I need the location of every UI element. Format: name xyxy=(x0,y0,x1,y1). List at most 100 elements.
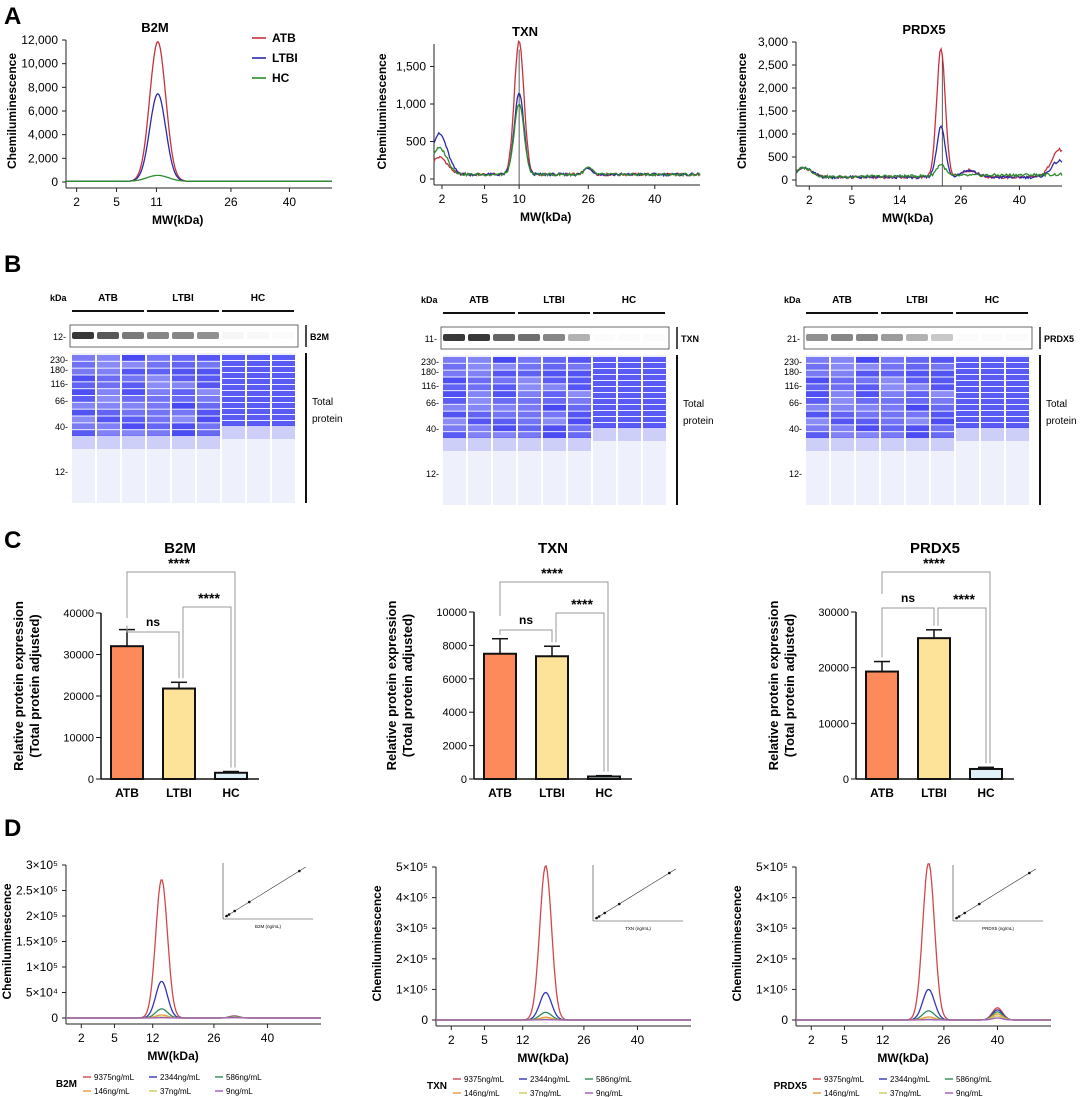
y-tick-label: 1×10⁵ xyxy=(26,960,58,974)
chart-title: PRDX5 xyxy=(902,22,945,37)
protein-band xyxy=(222,397,245,402)
x-tick-label: 2 xyxy=(439,192,446,206)
protein-band-faint xyxy=(881,437,904,451)
protein-band xyxy=(956,399,979,404)
protein-band xyxy=(197,361,220,368)
protein-band xyxy=(172,375,195,382)
series-line-2344ng/mL xyxy=(66,980,321,1019)
y-tick-label: 10,000 xyxy=(21,57,58,71)
protein-band xyxy=(931,411,954,418)
protein-band xyxy=(906,425,929,432)
y-tick-label: 0 xyxy=(781,1013,788,1027)
gel-B2M: kDa ATB LTBI HC 12- B2M 230-180- 116- 66- 40- 12- T… xyxy=(50,293,343,503)
protein-band xyxy=(568,377,591,384)
protein-band xyxy=(931,384,954,391)
protein-band xyxy=(493,398,516,404)
protein-band xyxy=(831,363,854,370)
protein-band xyxy=(97,355,120,361)
protein-band-faint xyxy=(806,437,829,451)
protein-band xyxy=(147,416,170,423)
target-name-label: PRDX5 xyxy=(1044,334,1074,344)
protein-band xyxy=(543,370,566,377)
y-tick-label: 0 xyxy=(51,175,58,189)
protein-band xyxy=(831,357,854,363)
protein-band xyxy=(906,411,929,418)
y-tick-label: 6,000 xyxy=(28,104,58,118)
x-tick-label: 12 xyxy=(516,1033,530,1047)
x-tick-label: 2 xyxy=(78,1031,85,1045)
legend-label-HC: HC xyxy=(272,71,290,85)
protein-band xyxy=(172,368,195,375)
protein-band xyxy=(122,368,145,375)
protein-band xyxy=(518,432,541,438)
total-protein-label: Total xyxy=(1046,399,1067,410)
x-tick-label: HC xyxy=(595,786,613,800)
inset-point xyxy=(617,902,621,906)
protein-band xyxy=(568,425,591,432)
protein-band xyxy=(856,370,879,377)
y-axis-label: Chemiluminescence xyxy=(0,883,14,999)
protein-band xyxy=(981,405,1004,410)
legend-label: 9375ng/mL xyxy=(94,1073,135,1082)
target-band xyxy=(247,332,269,339)
x-tick-label: 5 xyxy=(849,193,856,207)
x-tick-label: HC xyxy=(977,786,995,800)
total-protein-label: Total xyxy=(312,397,333,408)
sig-bracket-ns xyxy=(126,625,180,679)
protein-band xyxy=(881,418,904,425)
protein-band xyxy=(593,381,616,386)
protein-band xyxy=(72,402,95,409)
protein-band xyxy=(97,423,120,430)
protein-band-faint xyxy=(272,425,295,439)
protein-band xyxy=(643,369,666,374)
protein-band xyxy=(122,430,145,436)
x-tick-label: 2 xyxy=(808,1033,815,1047)
protein-band xyxy=(543,418,566,425)
protein-band xyxy=(172,355,195,361)
legend-label: 146ng/mL xyxy=(464,1089,500,1097)
inset-standard-curve-PRDX5: PRDX5 (ng/mL) xyxy=(952,865,1043,931)
protein-band xyxy=(931,363,954,370)
total-protein-label: protein xyxy=(683,416,714,427)
protein-band xyxy=(468,418,491,425)
series-line-2344ng/mL xyxy=(436,991,691,1021)
bar-ATB xyxy=(483,652,517,780)
x-axis-label: MW(kDa) xyxy=(152,213,203,227)
protein-band xyxy=(518,404,541,411)
protein-band xyxy=(272,379,295,384)
protein-band xyxy=(831,425,854,432)
y-tick-label: 10000 xyxy=(436,607,467,619)
x-tick-label: 12 xyxy=(146,1031,160,1045)
protein-band xyxy=(493,363,516,370)
protein-band xyxy=(568,404,591,411)
protein-band xyxy=(122,409,145,416)
protein-band xyxy=(247,421,270,426)
protein-band xyxy=(881,370,904,377)
legend-label: 37ng/mL xyxy=(890,1089,922,1097)
gel-group-label-HC: HC xyxy=(251,293,265,304)
bar-ATB xyxy=(110,645,144,781)
protein-band xyxy=(931,377,954,384)
total-protein-label: protein xyxy=(1046,416,1077,427)
protein-band xyxy=(172,430,195,436)
target-band xyxy=(147,332,169,339)
chart-title: PRDX5 xyxy=(910,540,960,557)
protein-lane-bg xyxy=(1006,355,1029,505)
inset-point xyxy=(603,911,606,915)
protein-band xyxy=(197,382,220,389)
y-axis-label: Relative protein expression xyxy=(766,601,781,771)
protein-band xyxy=(518,418,541,425)
legend-label: 586ng/mL xyxy=(596,1075,632,1084)
panel-label-c: C xyxy=(4,527,21,554)
protein-band-faint xyxy=(72,435,95,449)
protein-band xyxy=(147,368,170,375)
protein-band xyxy=(247,379,270,384)
series-line-9375ng/mL xyxy=(436,865,691,1021)
target-band xyxy=(643,334,665,341)
protein-band xyxy=(906,384,929,391)
protein-band-faint xyxy=(543,437,566,451)
y-tick-label: 4000 xyxy=(443,707,467,719)
series-line-9375ng/mL xyxy=(66,879,321,1019)
protein-band xyxy=(197,375,220,382)
